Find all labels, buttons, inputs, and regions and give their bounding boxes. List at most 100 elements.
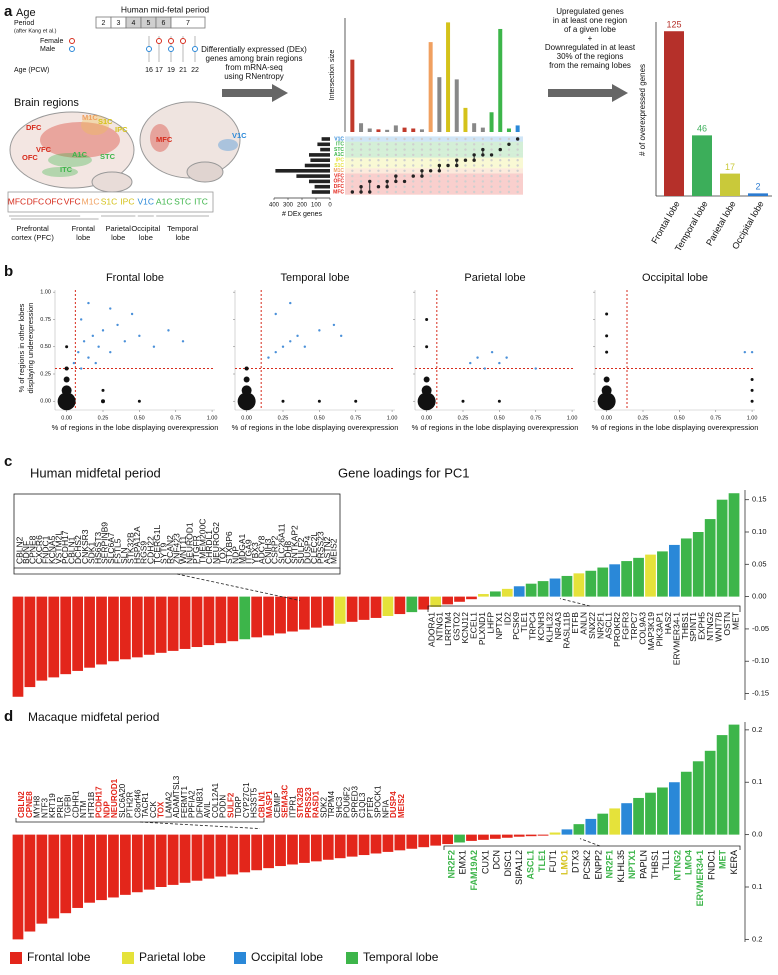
bar [704, 519, 716, 597]
point [244, 366, 249, 371]
matrix-dot [499, 185, 502, 188]
member-dot [402, 179, 407, 184]
legend-label: Parietal lobe [139, 950, 206, 964]
region-patch [81, 115, 109, 135]
gene-label: NTNG2 [672, 850, 682, 881]
matrix-dot [507, 137, 511, 141]
intersection-bar [515, 125, 520, 132]
leader [13, 568, 341, 575]
tick-label: 200 [297, 203, 308, 209]
region-patch [48, 153, 92, 167]
matrix-dot [394, 143, 398, 146]
intersection-bar [463, 107, 468, 132]
brain-label: OFC [22, 153, 38, 162]
gene-label: TGFBI [64, 794, 73, 818]
gene-label: HS6ST3 [93, 532, 103, 564]
gene-label: PROKR2 [612, 612, 622, 647]
member-dot [368, 190, 372, 194]
matrix-dot [472, 190, 476, 194]
gene-label: ID2 [502, 612, 512, 626]
matrix-dot [438, 190, 441, 194]
matrix-dot [481, 190, 485, 194]
gene-label: GSTO2 [452, 612, 462, 641]
intersection-bar [393, 125, 398, 132]
matrix-dot [464, 153, 467, 157]
bar [645, 792, 656, 835]
matrix-dot [446, 143, 450, 146]
gene-label: SPINT1 [688, 612, 698, 642]
gene-label: HAS2 [663, 612, 673, 634]
bar [48, 834, 60, 919]
point [152, 345, 156, 348]
bar [358, 596, 370, 620]
point [241, 385, 252, 396]
point [101, 329, 105, 332]
gene-label: LHFP [485, 612, 495, 634]
label: (after Kang et al.) [14, 28, 57, 34]
bar [692, 761, 704, 835]
matrix-dot [481, 180, 485, 183]
point [605, 334, 609, 338]
brain-label: ITC [60, 165, 73, 174]
bar [108, 834, 119, 898]
bar [478, 834, 489, 840]
member-dot [359, 190, 363, 194]
gene-label: TACR1 [141, 792, 150, 818]
matrix-dot [368, 159, 371, 162]
matrix-dot [394, 137, 398, 141]
bar [609, 808, 621, 835]
set-band [345, 168, 523, 174]
legend-swatch [10, 952, 22, 964]
gene-label: ASCL1 [525, 850, 535, 880]
label: % of regions in other lobes [17, 303, 26, 392]
matrix-dot [385, 153, 389, 157]
point [605, 312, 609, 316]
gene-label: STK32B [126, 532, 136, 564]
label: displaying underexpression [26, 303, 35, 394]
matrix-dot [412, 153, 415, 157]
matrix-dot [472, 143, 476, 146]
region-patch [150, 124, 170, 152]
bar [131, 834, 143, 893]
tick-label: 0.00 [421, 415, 432, 421]
matrix-dot [481, 143, 485, 146]
gene-label: PTH2R [126, 792, 135, 818]
bar [72, 596, 84, 671]
arrow-text: in at least one region [553, 16, 627, 25]
gene-label: KRT19 [48, 793, 57, 818]
matrix-dot [412, 185, 415, 188]
gene-label: MET [730, 612, 740, 630]
arrow-text: Downregulated in at least [545, 43, 636, 52]
matrix-dot [429, 164, 432, 167]
legend-swatch [234, 952, 246, 964]
point [469, 361, 472, 365]
gene-label: PCSK2 [582, 850, 592, 880]
gene-label: ETFB [570, 612, 580, 634]
point [498, 361, 501, 365]
tick-label: 0.00 [40, 399, 51, 405]
point [109, 307, 112, 310]
point [483, 367, 487, 370]
bar [12, 596, 24, 697]
female-icon [69, 38, 75, 44]
point [490, 350, 494, 354]
tick-label: 0.00 [61, 415, 72, 421]
gene-label: PCSK9 [511, 612, 521, 640]
bar [501, 588, 513, 597]
point [116, 323, 119, 327]
bar [275, 834, 286, 867]
bar [680, 538, 692, 597]
point [138, 334, 141, 338]
bar [346, 596, 358, 622]
gene-label: PTGFR [191, 535, 201, 564]
tick-label: -0.10 [752, 656, 769, 665]
point [417, 392, 436, 411]
gene-label: WNT11 [178, 536, 188, 564]
member-dot [437, 163, 442, 168]
tick-label: 0.1 [752, 882, 762, 891]
gene-label: PCDH17 [60, 530, 70, 564]
male-sample [168, 46, 174, 52]
point [425, 317, 429, 321]
matrix-dot [412, 180, 415, 183]
